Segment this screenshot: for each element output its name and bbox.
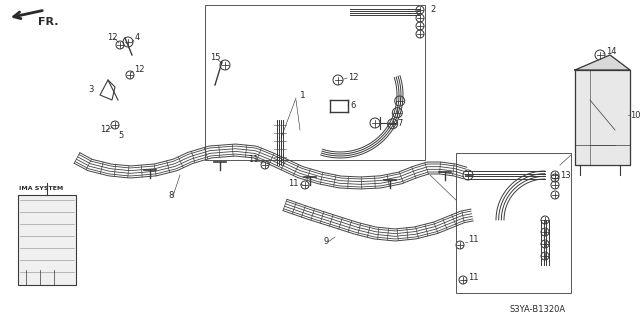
Text: 2: 2 [430,5,435,14]
Text: IMA SYSTEM: IMA SYSTEM [19,186,63,191]
Text: 11: 11 [468,273,479,283]
Text: 12: 12 [134,65,145,75]
Text: 12: 12 [107,33,118,42]
Text: S3YA-B1320A: S3YA-B1320A [510,306,566,315]
Text: 11: 11 [468,235,479,244]
Text: 12: 12 [348,72,358,81]
Text: 1: 1 [300,91,306,100]
Text: 6: 6 [350,100,355,109]
Text: 8: 8 [168,190,173,199]
Bar [18,195,76,285]
Polygon shape [575,70,630,165]
Bar [456,153,571,293]
Text: 13: 13 [560,170,571,180]
Text: 11: 11 [248,155,259,165]
Bar [205,5,425,160]
Text: 7: 7 [397,118,403,128]
Text: 11: 11 [288,179,298,188]
Polygon shape [575,55,630,70]
Text: 14: 14 [606,48,616,56]
Text: 10: 10 [630,110,640,120]
Text: 3: 3 [88,85,93,94]
Text: 4: 4 [135,33,140,42]
Text: 12: 12 [100,125,111,135]
Text: 5: 5 [118,130,124,139]
Text: FR.: FR. [38,17,58,27]
Text: 9: 9 [323,238,328,247]
Text: 15: 15 [210,54,221,63]
